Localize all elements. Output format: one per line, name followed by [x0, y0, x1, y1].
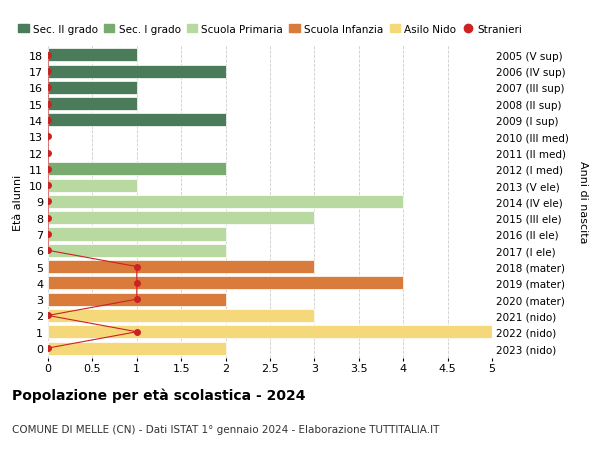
Bar [48, 261, 314, 274]
Text: COMUNE DI MELLE (CN) - Dati ISTAT 1° gennaio 2024 - Elaborazione TUTTITALIA.IT: COMUNE DI MELLE (CN) - Dati ISTAT 1° gen… [12, 425, 439, 435]
Y-axis label: Anni di nascita: Anni di nascita [578, 161, 589, 243]
Bar [48, 228, 226, 241]
Bar [48, 179, 137, 192]
Text: Popolazione per età scolastica - 2024: Popolazione per età scolastica - 2024 [12, 388, 305, 403]
Bar [48, 49, 137, 62]
Bar [48, 244, 226, 257]
Bar [48, 82, 137, 95]
Bar [48, 114, 226, 127]
Bar [48, 65, 226, 78]
Legend: Sec. II grado, Sec. I grado, Scuola Primaria, Scuola Infanzia, Asilo Nido, Stran: Sec. II grado, Sec. I grado, Scuola Prim… [18, 24, 522, 34]
Bar [48, 293, 226, 306]
Bar [48, 325, 492, 338]
Bar [48, 196, 403, 208]
Bar [48, 212, 314, 225]
Bar [48, 277, 403, 290]
Bar [48, 309, 314, 322]
Bar [48, 163, 226, 176]
Y-axis label: Età alunni: Età alunni [13, 174, 23, 230]
Bar [48, 98, 137, 111]
Bar [48, 342, 226, 355]
